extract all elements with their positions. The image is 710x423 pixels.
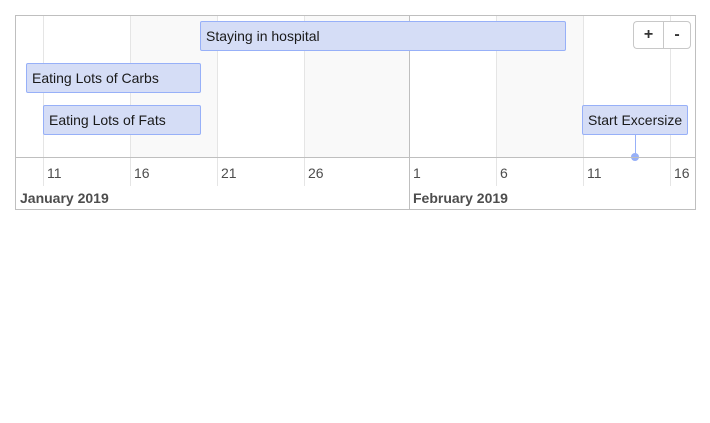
timeline-item-hospital[interactable]: Staying in hospital: [200, 21, 566, 51]
time-axis: 11 16 21 26 1 6 11 16 January 2019 Febru…: [16, 157, 695, 209]
timeline-item-exercise[interactable]: Start Excersize: [582, 105, 688, 135]
zoom-out-button[interactable]: -: [663, 21, 691, 49]
tick-label: 11: [47, 165, 62, 181]
tick-label: 11: [587, 165, 602, 181]
timeline[interactable]: Staying in hospital Eating Lots of Carbs…: [15, 15, 696, 210]
month-label-january: January 2019: [20, 190, 109, 206]
timeline-item-carbs[interactable]: Eating Lots of Carbs: [26, 63, 201, 93]
zoom-in-button[interactable]: +: [633, 21, 663, 49]
tick-label: 1: [413, 165, 421, 181]
tick-label: 6: [500, 165, 508, 181]
timeline-band[interactable]: Staying in hospital Eating Lots of Carbs…: [16, 16, 695, 209]
tick-label: 16: [134, 165, 150, 181]
tick-label: 26: [308, 165, 324, 181]
month-label-february: February 2019: [413, 190, 508, 206]
tick-label: 16: [674, 165, 690, 181]
tick-label: 21: [221, 165, 237, 181]
timeline-item-fats[interactable]: Eating Lots of Fats: [43, 105, 201, 135]
zoom-controls: + -: [633, 21, 691, 49]
exercise-marker-line: [635, 135, 636, 157]
